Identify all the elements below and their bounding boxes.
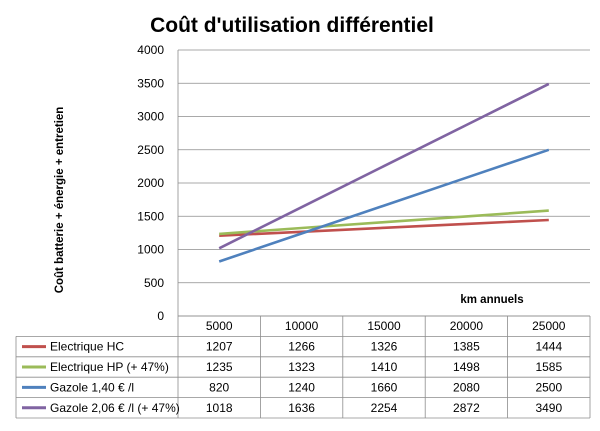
x-tick-label: 10000 [285,319,319,333]
y-tick-label: 500 [144,276,164,290]
table-cell: 3490 [535,401,562,415]
x-tick-label: 20000 [450,319,484,333]
table-cell: 1266 [288,340,315,354]
series-lines [218,82,550,263]
chart-title: Coût d'utilisation différentiel [150,14,434,37]
table-cell: 1240 [288,380,315,394]
table-cell: 1585 [535,360,562,374]
y-tick-label: 2500 [137,143,164,157]
x-tick-label: 5000 [206,319,233,333]
y-tick-label: 1500 [137,209,164,223]
x-tick-label: 25000 [532,319,566,333]
series-line [219,218,549,237]
legend-label: Electrique HC [50,340,124,354]
y-tick-label: 0 [157,309,164,323]
table-cell: 2080 [453,380,480,394]
series-line [218,148,550,263]
y-tick-label: 3500 [137,76,164,90]
table-cell: 1207 [206,340,233,354]
table-cell: 1498 [453,360,480,374]
table-cell: 1385 [453,340,480,354]
series-line [218,82,550,250]
y-tick-label: 1000 [137,243,164,257]
series-line [219,209,549,236]
x-axis-label: km annuels [460,294,523,306]
table-cell: 1444 [535,340,562,354]
y-tick-label: 2000 [137,176,164,190]
table-cell: 1660 [371,380,398,394]
table-cell: 1018 [206,401,233,415]
legend-label: Gazole 2,06 € /l (+ 47%) [50,401,180,415]
legend-label: Gazole 1,40 € /l [50,380,134,394]
y-axis-label: Coût batterie + énergie + entretien [54,107,66,294]
y-axis-ticks: 0 500 1000 1500 2000 2500 3000 3500 4000 [137,43,164,323]
x-tick-label: 15000 [367,319,401,333]
table-cell: 1636 [288,401,315,415]
legend-label: Electrique HP (+ 47%) [50,360,169,374]
table-cell: 2500 [535,380,562,394]
table-cell: 1323 [288,360,315,374]
gridlines [177,49,590,317]
table-cell: 820 [209,380,229,394]
y-tick-label: 4000 [137,43,164,57]
table-cell: 1410 [371,360,398,374]
table-cell: 2254 [371,401,398,415]
y-tick-label: 3000 [137,110,164,124]
table-cell: 2872 [453,401,480,415]
table-cell: 1326 [371,340,398,354]
table-cell: 1235 [206,360,233,374]
data-table: 5000 10000 15000 20000 25000 Electrique HC 120… [15,315,591,419]
